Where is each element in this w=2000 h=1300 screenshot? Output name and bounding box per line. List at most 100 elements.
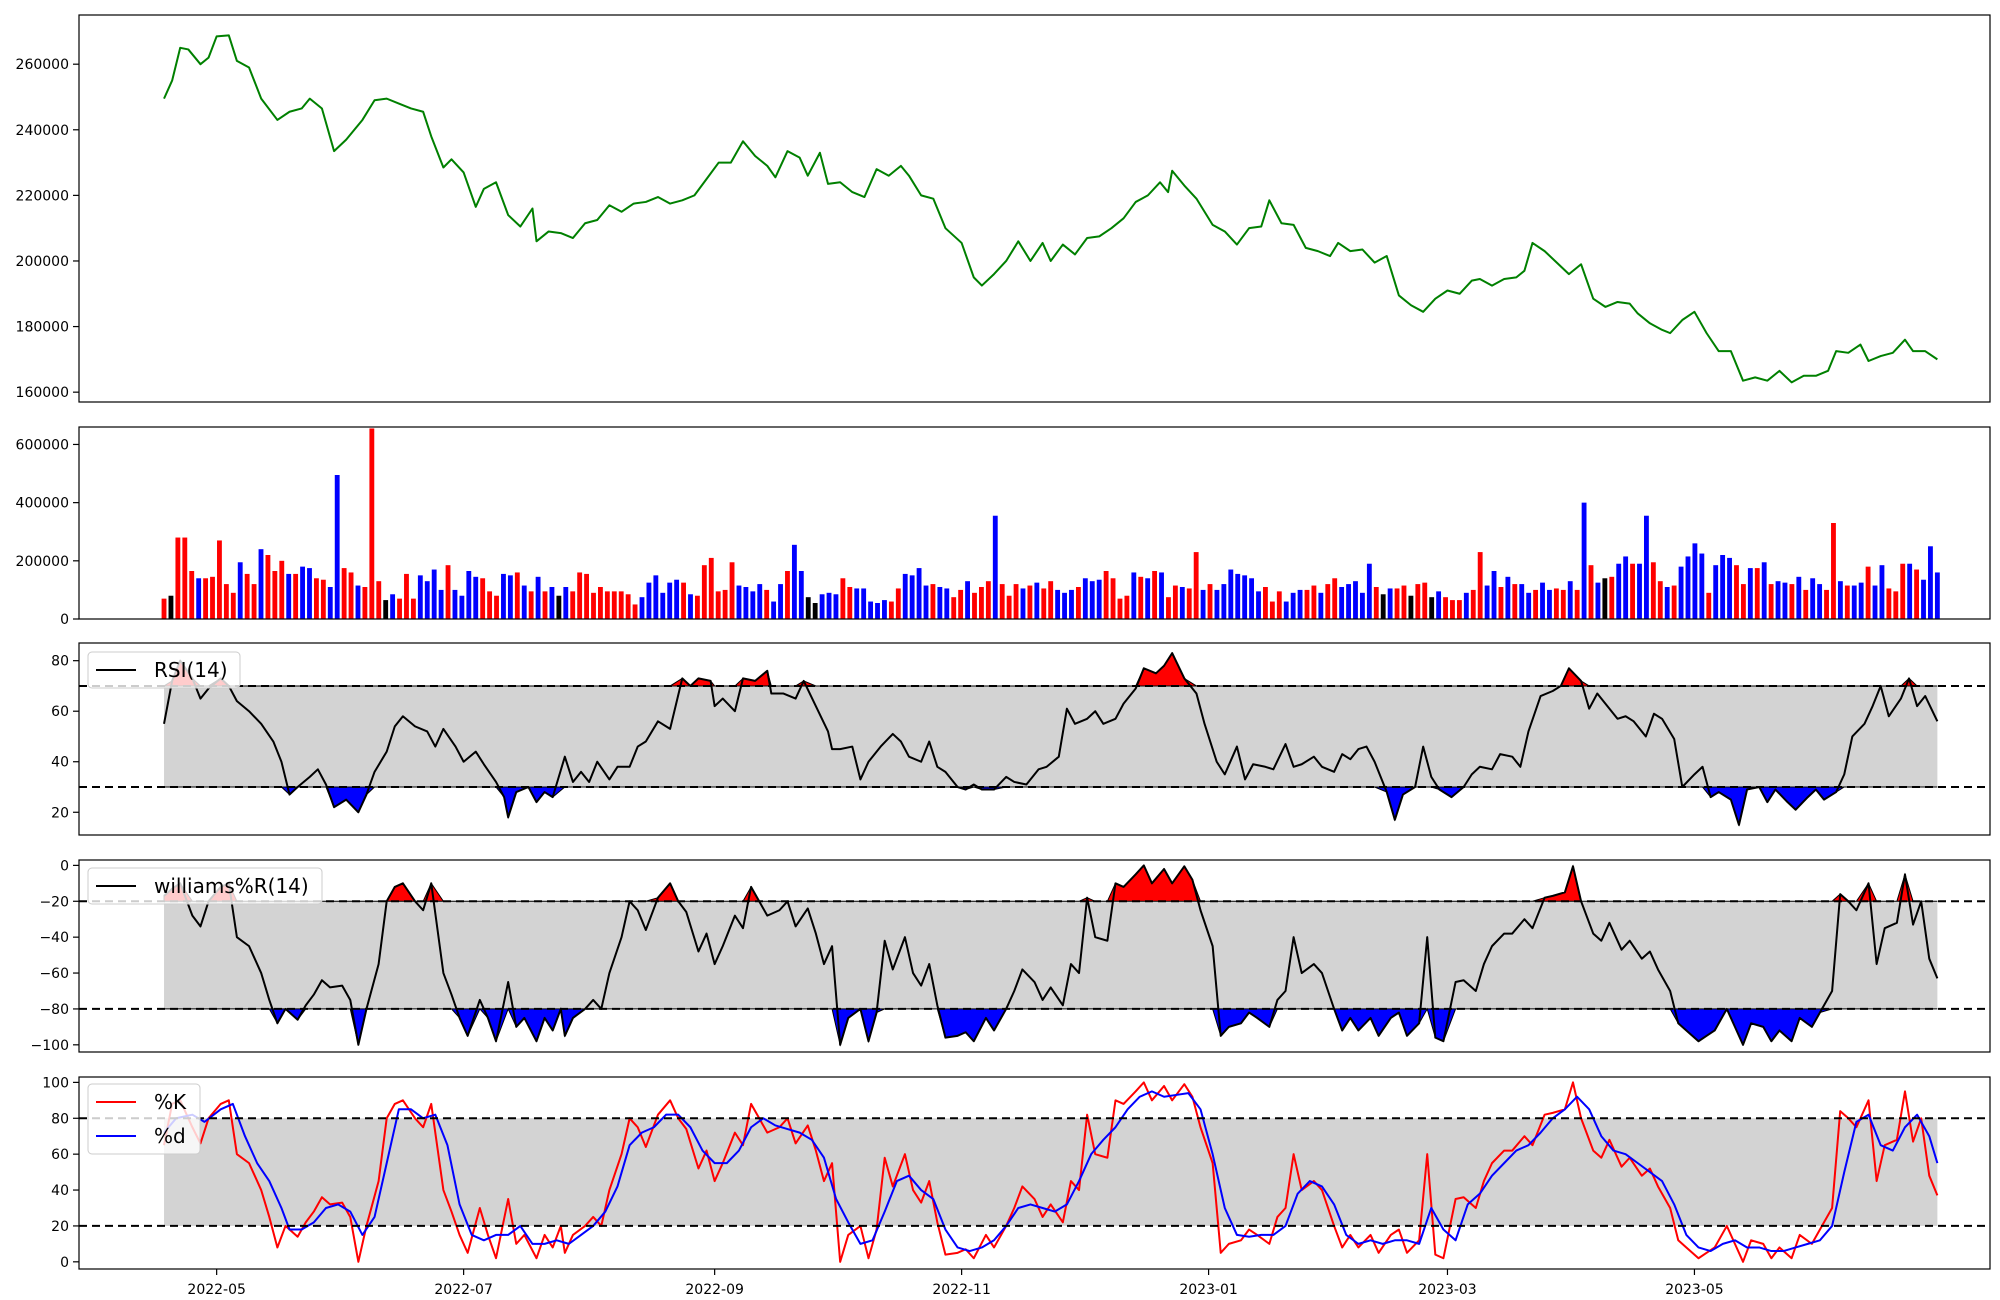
volume-bar xyxy=(1166,597,1171,619)
volume-bar xyxy=(1235,573,1241,619)
volume-bar xyxy=(598,587,603,619)
y-tick-label: −20 xyxy=(39,894,69,910)
volume-bar xyxy=(743,587,749,619)
volume-bar xyxy=(355,585,361,619)
volume-bar xyxy=(1179,587,1185,619)
volume-bar xyxy=(542,591,548,619)
volume-bar xyxy=(715,591,721,619)
volume-bar xyxy=(348,572,354,619)
k-legend-label: %K xyxy=(154,1090,187,1114)
overbought-fill xyxy=(162,652,1938,687)
volume-bar xyxy=(1512,584,1518,619)
volume-bar xyxy=(223,584,229,619)
volume-bar xyxy=(611,591,617,619)
volume-bar xyxy=(1657,581,1663,619)
volume-bar xyxy=(230,592,236,619)
volume-bar xyxy=(556,595,562,619)
volume-bar xyxy=(1630,563,1635,619)
volume-bar xyxy=(494,595,499,619)
volume-bar xyxy=(674,579,680,619)
volume-bar xyxy=(459,595,465,619)
volume-bar xyxy=(327,587,333,619)
volume-bar xyxy=(549,587,555,619)
williams-panel: −100 −80 −60 −40 −20 0 xyxy=(31,858,1991,1054)
volume-bar xyxy=(736,585,742,619)
volume-bar xyxy=(341,568,347,619)
volume-bar xyxy=(1581,502,1587,619)
volume-bar xyxy=(320,579,326,619)
volume-bar xyxy=(681,582,686,619)
volume-bar xyxy=(1283,601,1289,619)
volume-bar xyxy=(1768,584,1774,619)
y-tick-label: −100 xyxy=(31,1038,69,1054)
volume-bar xyxy=(833,594,839,619)
volume-bar xyxy=(694,595,700,619)
volume-bar xyxy=(1872,585,1878,619)
volume-bar xyxy=(1096,579,1102,619)
volume-bar xyxy=(1824,589,1829,619)
volume-bar xyxy=(1810,578,1816,619)
volume-bar xyxy=(1893,591,1899,619)
volume-bar xyxy=(1754,568,1760,619)
volume-bar xyxy=(1609,576,1615,619)
volume-bar xyxy=(1685,556,1691,619)
volume-bar xyxy=(1124,595,1130,619)
axes-frame xyxy=(78,642,1991,836)
volume-bar xyxy=(1616,563,1622,619)
volume-bar xyxy=(1706,592,1712,619)
volume-bar xyxy=(722,589,728,619)
volume-bar xyxy=(293,573,299,619)
volume-bar xyxy=(1207,584,1213,619)
volume-bar xyxy=(445,565,451,619)
volume-bar xyxy=(196,578,202,619)
volume-bar xyxy=(757,584,763,619)
volume-bar xyxy=(1858,582,1864,619)
volume-bar xyxy=(958,589,964,619)
volume-bar xyxy=(1817,584,1823,619)
stochastic-panel: 0 20 40 60 80 100 xyxy=(42,1075,1991,1271)
volume-bar xyxy=(791,544,797,619)
volume-bar xyxy=(902,573,908,619)
volume-bar xyxy=(1228,569,1234,619)
volume-bar xyxy=(1789,584,1795,619)
series-line-primary xyxy=(163,652,1939,826)
volume-bar xyxy=(1269,601,1275,619)
volume-bar xyxy=(1013,584,1019,619)
volume-bar xyxy=(1062,592,1067,619)
volume-bar xyxy=(916,568,922,619)
volume-bar xyxy=(1186,588,1192,619)
volume-bar xyxy=(217,540,222,619)
volume-bar xyxy=(1131,572,1137,619)
band-fill xyxy=(164,1118,1938,1226)
volume-bar xyxy=(1373,587,1379,619)
volume-bar xyxy=(1450,600,1455,619)
volume-bar xyxy=(1879,565,1885,619)
band-fill xyxy=(164,685,1938,787)
y-tick-label: 220000 xyxy=(16,188,69,204)
volume-bar xyxy=(1027,585,1033,619)
volume-bar xyxy=(1221,584,1227,619)
volume-bar xyxy=(279,560,285,619)
volume-bar xyxy=(854,588,860,619)
rsi-panel: 20 40 60 80 xyxy=(51,642,1991,836)
volume-bar xyxy=(521,585,527,619)
volume-bar xyxy=(1249,578,1255,619)
volume-bar xyxy=(1602,578,1608,619)
volume-bar xyxy=(1172,585,1178,619)
volume-bar xyxy=(660,592,666,619)
volume-bar xyxy=(847,587,853,619)
volume-bar xyxy=(1117,598,1123,619)
volume-bar xyxy=(1276,591,1282,619)
volume-bar xyxy=(1325,584,1331,619)
volume-bar xyxy=(1339,587,1345,619)
oversold-fill xyxy=(164,1006,1938,1047)
volume-bar xyxy=(265,555,271,619)
volume-bar xyxy=(618,591,624,619)
volume-bar xyxy=(161,598,167,619)
volume-bar xyxy=(944,588,950,619)
oversold-fill xyxy=(164,786,1938,827)
volume-bar xyxy=(1214,589,1220,619)
volume-bar xyxy=(307,568,312,619)
volume-bar xyxy=(1567,581,1573,619)
volume-bar xyxy=(480,578,486,619)
